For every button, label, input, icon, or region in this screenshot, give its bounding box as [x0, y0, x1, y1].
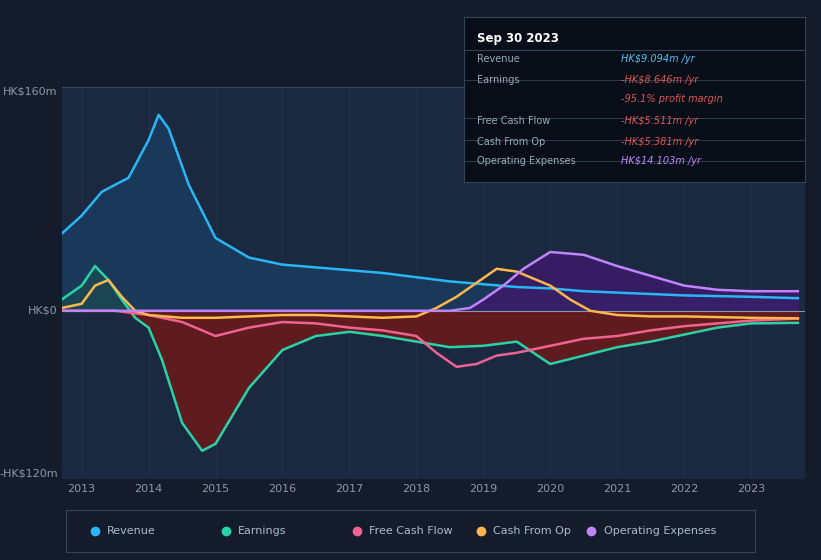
- Text: Cash From Op: Cash From Op: [478, 137, 546, 147]
- Text: HK$9.094m /yr: HK$9.094m /yr: [621, 54, 695, 64]
- Text: Free Cash Flow: Free Cash Flow: [478, 116, 551, 126]
- Text: Earnings: Earnings: [478, 76, 520, 86]
- Text: Revenue: Revenue: [107, 526, 156, 535]
- Text: HK$160m: HK$160m: [3, 87, 57, 97]
- Text: -95.1% profit margin: -95.1% profit margin: [621, 94, 722, 104]
- Text: Operating Expenses: Operating Expenses: [478, 156, 576, 166]
- Text: -HK$120m: -HK$120m: [0, 469, 57, 479]
- Text: Free Cash Flow: Free Cash Flow: [369, 526, 452, 535]
- Text: -HK$8.646m /yr: -HK$8.646m /yr: [621, 76, 698, 86]
- Text: Earnings: Earnings: [238, 526, 287, 535]
- Text: Revenue: Revenue: [478, 54, 521, 64]
- Text: -HK$5.511m /yr: -HK$5.511m /yr: [621, 116, 698, 126]
- Text: -HK$5.381m /yr: -HK$5.381m /yr: [621, 137, 698, 147]
- Text: HK$14.103m /yr: HK$14.103m /yr: [621, 156, 700, 166]
- Text: HK$0: HK$0: [28, 306, 57, 316]
- Text: Sep 30 2023: Sep 30 2023: [478, 32, 559, 45]
- Text: Operating Expenses: Operating Expenses: [603, 526, 716, 535]
- Text: Cash From Op: Cash From Op: [493, 526, 571, 535]
